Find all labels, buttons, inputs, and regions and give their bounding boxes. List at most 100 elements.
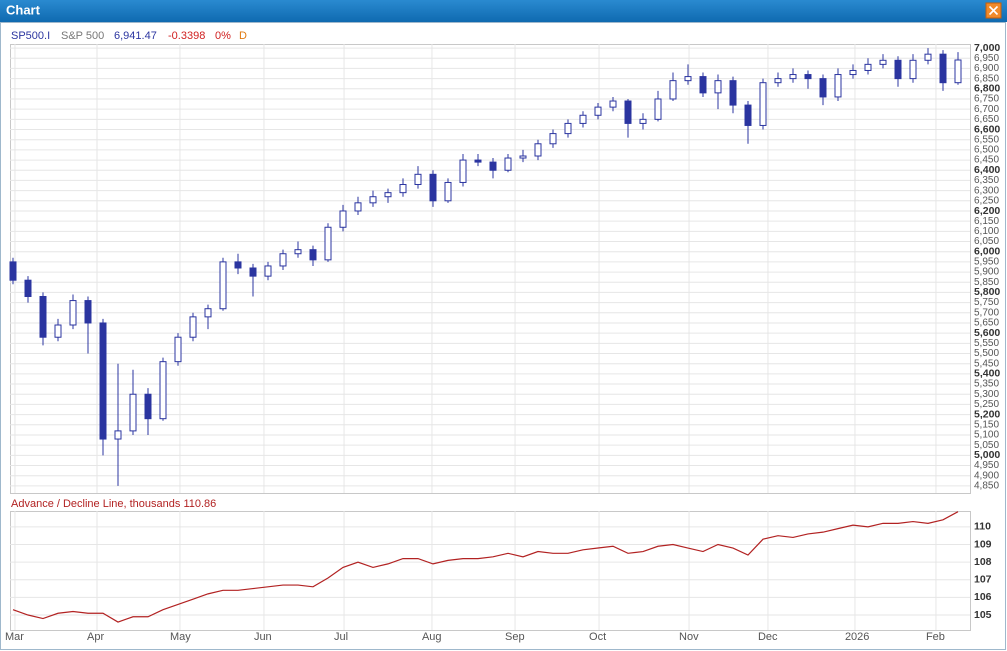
y-tick-label: 6,550 <box>974 134 999 145</box>
candle-body <box>639 118 647 124</box>
y-tick-label: 5,600 <box>974 327 1000 339</box>
candle-body <box>849 69 857 76</box>
y-tick-label: 6,900 <box>974 63 999 74</box>
candle-body <box>174 336 182 363</box>
candle-body <box>414 173 422 186</box>
candle-body <box>9 261 17 281</box>
candle-body <box>789 74 797 80</box>
y-tick-label: 6,600 <box>974 123 1000 135</box>
candle-body <box>774 78 782 84</box>
candle-body <box>24 279 32 297</box>
x-tick-label: Dec <box>758 631 778 643</box>
candle-body <box>729 80 737 106</box>
x-tick-label: Feb <box>926 631 945 643</box>
candle-body <box>99 322 107 440</box>
y-tick-label: 6,650 <box>974 114 999 125</box>
y-tick-label: 105 <box>974 609 992 621</box>
candle-body <box>699 76 707 94</box>
y-tick-label: 7,000 <box>974 42 1000 54</box>
candle-body <box>534 143 542 157</box>
candle-body <box>114 430 122 440</box>
candle-body <box>549 133 557 145</box>
y-tick-label: 6,050 <box>974 236 999 247</box>
marks <box>9 48 962 623</box>
candle-body <box>759 82 767 126</box>
panel-title: Advance / Decline Line, thousands 110.86 <box>11 498 216 510</box>
candle-body <box>669 80 677 100</box>
x-tick-label: Oct <box>589 631 606 643</box>
candle-body <box>354 202 362 212</box>
last-price: 6,941.47 <box>114 30 157 42</box>
y-tick-label: 6,000 <box>974 245 1000 257</box>
ad-line <box>12 511 959 623</box>
candle-body <box>144 393 152 420</box>
candle-body <box>54 324 62 338</box>
y-tick-label: 6,300 <box>974 185 999 196</box>
candle-body <box>189 316 197 338</box>
y-tick-label: 6,850 <box>974 73 999 84</box>
candle-body <box>234 261 242 269</box>
y-tick-label: 6,950 <box>974 53 999 64</box>
y-tick-label: 5,950 <box>974 257 999 268</box>
y-tick-label: 5,450 <box>974 358 999 369</box>
y-tick-label: 6,700 <box>974 104 999 115</box>
candle-body <box>834 74 842 98</box>
x-tick-label: Mar <box>5 631 24 643</box>
candle-body <box>129 393 137 432</box>
y-tick-label: 5,650 <box>974 318 999 329</box>
window-frame <box>0 22 1006 650</box>
y-tick-label: 6,250 <box>974 195 999 206</box>
grid <box>10 44 970 630</box>
change-pct: 0% <box>215 30 231 42</box>
y-tick-label: 5,000 <box>974 449 1000 461</box>
y-tick-label: 108 <box>974 556 992 568</box>
y-tick-label: 4,900 <box>974 470 999 481</box>
candle-body <box>894 59 902 80</box>
candle-body <box>744 104 752 126</box>
y-tick-label: 5,100 <box>974 430 999 441</box>
candle-body <box>594 106 602 116</box>
candle-body <box>939 53 947 84</box>
y-tick-label: 5,850 <box>974 277 999 288</box>
y-tick-label: 110 <box>974 521 991 533</box>
y-tick-label: 6,500 <box>974 145 999 156</box>
y-tick-label: 5,400 <box>974 368 1000 380</box>
candle-body <box>84 300 92 324</box>
candle-body <box>819 78 827 98</box>
candle-body <box>954 59 962 84</box>
x-tick-label: Apr <box>87 631 104 643</box>
x-tick-label: Nov <box>679 631 699 643</box>
y-tick-label: 5,200 <box>974 408 1000 420</box>
y-tick-label: 5,300 <box>974 389 999 400</box>
y-tick-label: 6,400 <box>974 164 1000 176</box>
y-tick-label: 5,500 <box>974 348 999 359</box>
candle-body <box>429 173 437 202</box>
window-title: Chart <box>6 2 41 17</box>
candle-body <box>159 361 167 420</box>
candle-body <box>474 159 482 163</box>
y-tick-label: 5,800 <box>974 286 1000 298</box>
instrument-name: S&P 500 <box>61 30 104 42</box>
candle-body <box>339 210 347 228</box>
y-tick-label: 107 <box>974 574 992 586</box>
y-tick-label: 6,150 <box>974 216 999 227</box>
y-tick-label: 4,850 <box>974 481 999 492</box>
close-button[interactable] <box>985 2 1002 19</box>
y-tick-label: 5,900 <box>974 267 999 278</box>
candle-body <box>219 261 227 310</box>
candle-body <box>39 295 47 338</box>
candle-body <box>579 114 587 124</box>
y-tick-label: 6,450 <box>974 155 999 166</box>
candle-body <box>519 155 527 159</box>
candle-body <box>609 100 617 108</box>
candle-body <box>309 249 317 261</box>
symbol: SP500.I <box>11 30 50 42</box>
x-tick-label: Aug <box>422 631 442 643</box>
candle-body <box>279 253 287 267</box>
y-tick-label: 5,750 <box>974 297 999 308</box>
y-tick-label: 6,200 <box>974 205 1000 217</box>
y-tick-label: 5,550 <box>974 338 999 349</box>
x-tick-label: 2026 <box>845 631 869 643</box>
candle-body <box>204 308 212 318</box>
